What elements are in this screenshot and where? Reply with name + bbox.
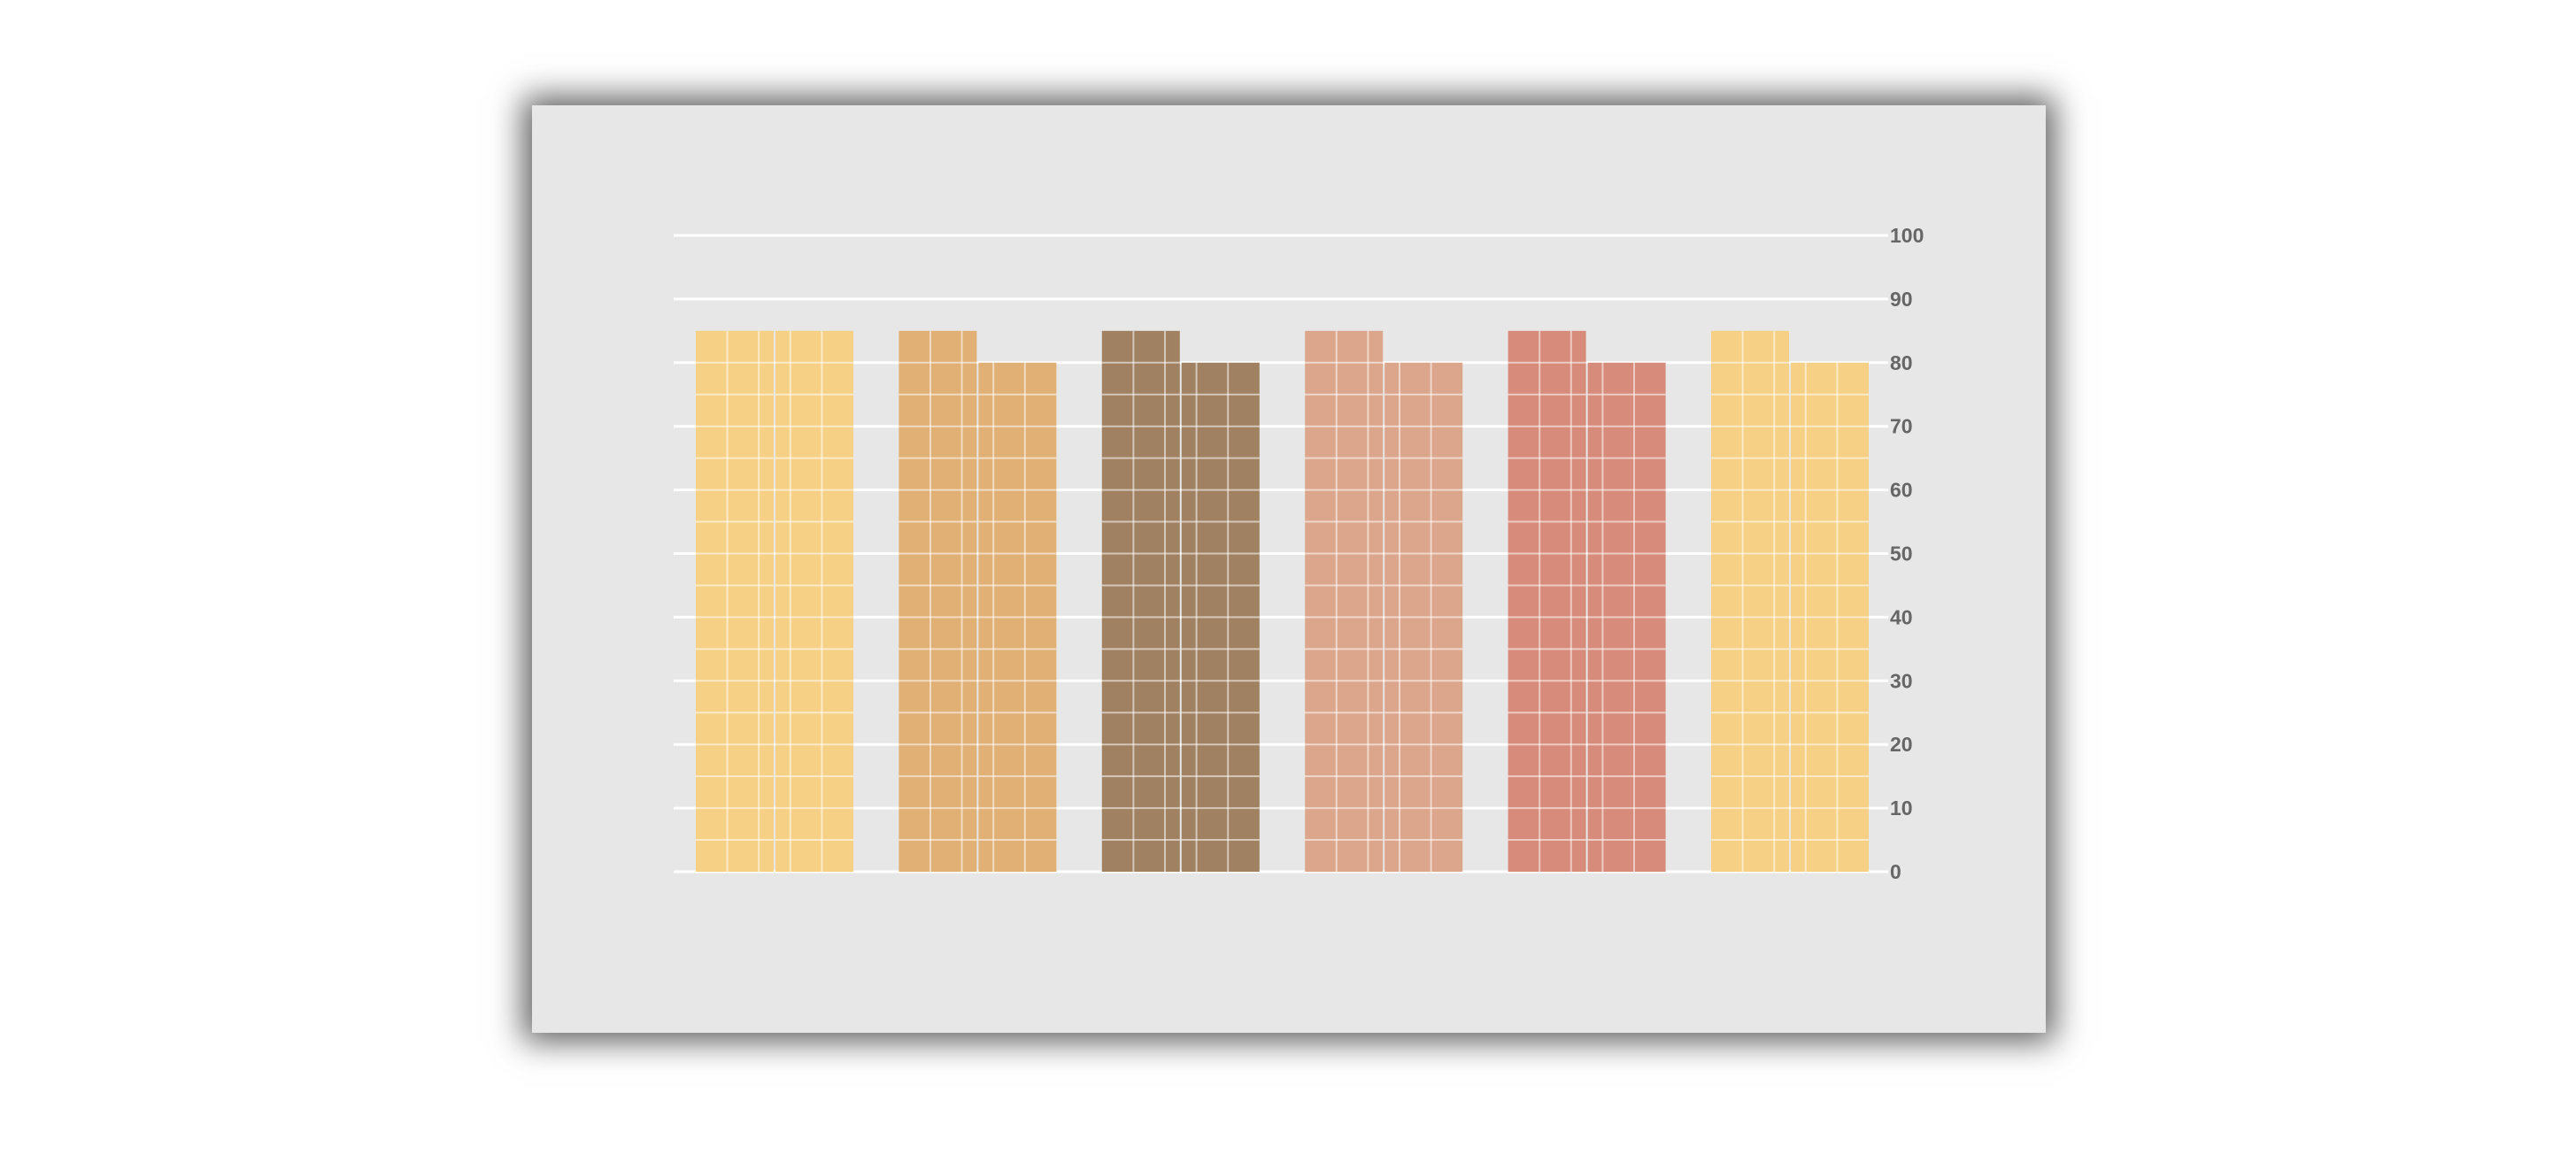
chart-card <box>532 105 2046 1033</box>
